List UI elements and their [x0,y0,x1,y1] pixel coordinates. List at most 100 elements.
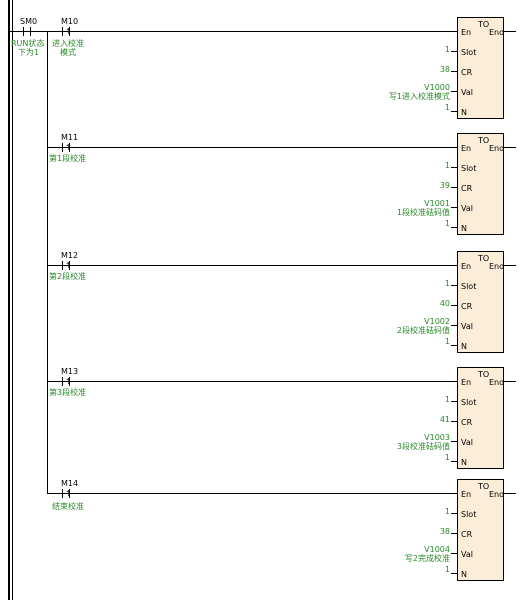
rising-edge-contact-icon: ↑ [65,143,72,152]
contact-sm0[interactable] [20,27,34,36]
rising-edge-contact-icon: ↑ [65,27,72,36]
rung-wire [47,265,457,266]
n-pin: N [461,342,467,351]
param-value[interactable]: 41 [439,415,450,424]
contact-label: SM0 [20,17,38,26]
cr-pin: CR [461,302,473,311]
contact-m10[interactable]: ↑ [59,27,73,36]
pin-wire [451,461,457,462]
left-power-rail [8,0,10,600]
n-pin: N [461,458,467,467]
param-value[interactable]: 1 [444,103,450,112]
contact-comment: 第2段校准 [49,272,87,281]
cr-pin: CR [461,530,473,539]
param-value[interactable]: 1 [444,565,450,574]
eno-pin: Eno [489,262,505,271]
block-title: TO [478,136,490,145]
en-pin: En [461,490,472,499]
contact-comment: 模式 [60,48,76,57]
eno-wire [504,147,516,148]
to-instruction-block[interactable]: TO En Eno Slot CR Val N [457,479,504,581]
param-value[interactable]: 1 [444,337,450,346]
param-value[interactable]: 1 [444,45,450,54]
to-instruction-block[interactable]: TO En Eno Slot CR Val N [457,17,504,119]
param-value[interactable]: V1000 [424,83,450,92]
pin-wire [451,421,457,422]
eno-pin: Eno [489,490,505,499]
block-title: TO [478,482,490,491]
param-comment: 3段校准砝码值 [396,442,450,451]
rising-edge-contact-icon: ↑ [65,261,72,270]
val-pin: Val [461,550,473,559]
val-pin: Val [461,322,473,331]
param-value[interactable]: 1 [444,219,450,228]
param-value[interactable]: 1 [444,279,450,288]
rung-wire [47,381,457,382]
contact-m14[interactable]: ↑ [59,489,73,498]
rung-wire [10,31,457,32]
contact-label: M11 [61,133,79,142]
rung-wire [47,147,457,148]
rung-wire [47,493,457,494]
block-title: TO [478,254,490,263]
param-comment: 写2完成校准 [404,554,450,563]
contact-comment: 进入校准 [52,39,84,48]
en-pin: En [461,378,472,387]
contact-label: M13 [61,367,79,376]
slot-pin: Slot [461,398,477,407]
param-value[interactable]: 1 [444,395,450,404]
eno-wire [504,381,516,382]
val-pin: Val [461,438,473,447]
pin-wire [451,401,457,402]
param-value[interactable]: V1004 [424,545,450,554]
rising-edge-contact-icon: ↑ [65,377,72,386]
n-pin: N [461,224,467,233]
contact-m13[interactable]: ↑ [59,377,73,386]
to-instruction-block[interactable]: TO En Eno Slot CR Val N [457,251,504,353]
branch-bus [47,31,48,493]
pin-wire [451,285,457,286]
eno-wire [504,493,516,494]
contact-label: M14 [61,479,79,488]
param-value[interactable]: 1 [444,453,450,462]
pin-wire [451,553,457,554]
block-title: TO [478,20,490,29]
pin-wire [451,91,457,92]
param-comment: 1段校准砝码值 [396,208,450,217]
contact-comment: 第3段校准 [49,388,87,397]
param-comment: 写1进入校准模式 [388,92,450,101]
pin-wire [451,167,457,168]
eno-pin: Eno [489,144,505,153]
pin-wire [451,111,457,112]
en-pin: En [461,28,472,37]
slot-pin: Slot [461,48,477,57]
pin-wire [451,187,457,188]
cr-pin: CR [461,68,473,77]
param-value[interactable]: 38 [439,65,450,74]
eno-wire [504,265,516,266]
contact-m12[interactable]: ↑ [59,261,73,270]
val-pin: Val [461,204,473,213]
contact-comment: 结束校准 [52,502,84,511]
slot-pin: Slot [461,282,477,291]
pin-wire [451,513,457,514]
contact-comment: 下为1 [18,48,40,57]
pin-wire [451,441,457,442]
param-value[interactable]: V1002 [424,317,450,326]
eno-pin: Eno [489,378,505,387]
param-value[interactable]: 1 [444,507,450,516]
param-value[interactable]: 40 [439,299,450,308]
to-instruction-block[interactable]: TO En Eno Slot CR Val N [457,367,504,469]
param-value[interactable]: V1001 [424,199,450,208]
slot-pin: Slot [461,164,477,173]
param-value[interactable]: 1 [444,161,450,170]
left-power-rail-inner [12,0,13,600]
pin-wire [451,345,457,346]
param-value[interactable]: 39 [439,181,450,190]
param-value[interactable]: 38 [439,527,450,536]
contact-m11[interactable]: ↑ [59,143,73,152]
pin-wire [451,325,457,326]
param-value[interactable]: V1003 [424,433,450,442]
to-instruction-block[interactable]: TO En Eno Slot CR Val N [457,133,504,235]
